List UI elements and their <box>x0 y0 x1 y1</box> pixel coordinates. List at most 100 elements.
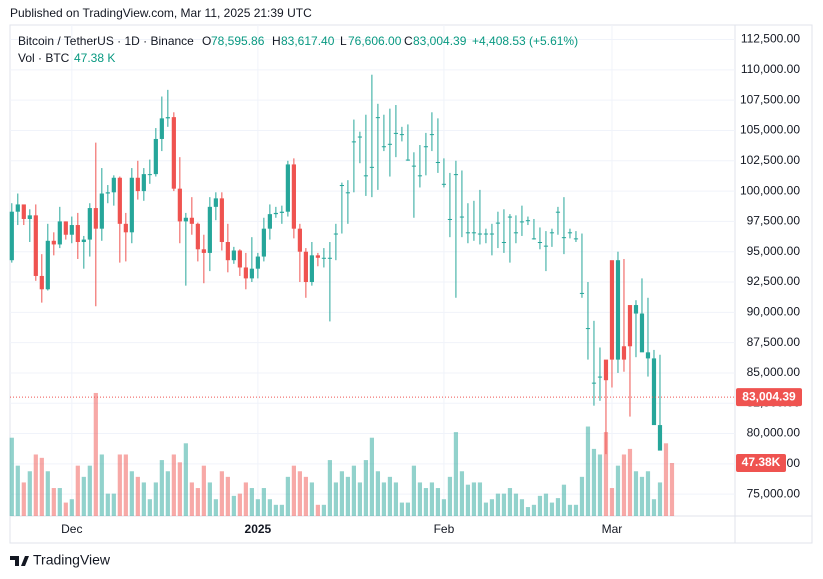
candle-body <box>123 223 128 233</box>
volume-bar <box>513 493 519 516</box>
y-tick-label: 107,500.00 <box>740 92 800 106</box>
chart-frame <box>9 24 813 544</box>
candle-body <box>495 222 501 224</box>
volume-bar <box>441 499 447 516</box>
volume-value: 47.38 K <box>74 51 115 65</box>
volume-bar <box>573 504 579 516</box>
candle-body <box>537 242 543 244</box>
volume-bar <box>543 493 549 516</box>
close-value: 83,004.39 <box>413 34 467 48</box>
volume-bar <box>333 482 338 516</box>
candle-body <box>591 382 597 384</box>
candle-body <box>381 146 387 148</box>
volume-bar <box>369 437 374 516</box>
volume-bar <box>201 465 206 516</box>
candle-body <box>297 228 302 252</box>
volume-bar <box>405 502 411 516</box>
candle-body <box>321 257 326 259</box>
candle-body <box>27 215 32 219</box>
volume-bar <box>9 437 14 516</box>
candle-body <box>333 233 338 235</box>
candle-body <box>33 215 38 276</box>
open-prefix: O <box>202 34 211 48</box>
volume-bar <box>597 454 603 516</box>
candle-body <box>423 146 429 148</box>
volume-bar <box>495 493 501 516</box>
candle-body <box>561 237 567 239</box>
candle-body <box>21 204 26 219</box>
volume-bar <box>447 476 453 516</box>
volume-bar <box>669 463 675 516</box>
candle-body <box>237 250 242 268</box>
candle-body <box>261 228 266 257</box>
volume-bar <box>273 504 278 516</box>
candle-body <box>387 143 393 145</box>
volume-bar <box>105 493 110 516</box>
volume-bar <box>111 493 116 516</box>
volume-bar <box>141 482 146 516</box>
volume-bar <box>249 488 254 516</box>
candle-body <box>627 305 633 347</box>
change-value: +4,408.53 (+5.61%) <box>472 34 578 48</box>
volume-bar <box>285 476 290 516</box>
volume-bar <box>507 488 513 516</box>
y-tick-label: 75,000.00 <box>747 486 801 500</box>
candle-body <box>129 177 134 233</box>
volume-bar <box>603 432 609 516</box>
candle-body <box>99 193 104 229</box>
open-value: 78,595.86 <box>211 34 265 48</box>
volume-bar <box>243 482 248 516</box>
candle-body <box>249 268 254 279</box>
volume-bar <box>45 471 50 516</box>
volume-bar <box>381 482 387 516</box>
candle-body <box>141 174 146 192</box>
volume-bar <box>549 502 555 516</box>
candle-body <box>507 216 513 218</box>
candle-body <box>345 192 350 194</box>
volume-bar <box>129 471 134 516</box>
candle-body <box>75 225 80 243</box>
candle-body <box>657 425 663 451</box>
publish-note: Published on TradingView.com, Mar 11, 20… <box>10 6 312 20</box>
volume-bar <box>525 507 531 516</box>
candle-body <box>603 359 609 381</box>
volume-bar <box>339 471 344 516</box>
candle-body <box>267 214 272 229</box>
volume-bar <box>15 465 20 516</box>
volume-bar <box>393 482 399 516</box>
volume-bar <box>21 482 26 516</box>
candle-body <box>225 242 230 261</box>
volume-bar <box>357 482 362 516</box>
candle-body <box>69 225 74 235</box>
y-tick-label: 95,000.00 <box>747 244 801 258</box>
candle-body <box>651 358 657 426</box>
candle-body <box>279 211 284 213</box>
candle-body <box>405 159 411 161</box>
high-prefix: H <box>272 34 281 48</box>
candle-body <box>57 221 62 245</box>
y-tick-label: 102,500.00 <box>740 153 800 167</box>
volume-bar <box>327 460 332 516</box>
candle-body <box>201 249 206 253</box>
volume-bar <box>87 465 92 516</box>
volume-bar <box>27 471 32 516</box>
volume-bar <box>69 499 74 516</box>
y-tick-label: 105,000.00 <box>740 123 800 137</box>
volume-bar <box>135 476 140 516</box>
volume-bar <box>489 499 495 516</box>
volume-bar <box>99 454 104 516</box>
volume-bar <box>651 499 657 516</box>
volume-bar <box>153 482 158 516</box>
y-tick-label: 110,000.00 <box>741 62 800 76</box>
volume-bar <box>171 454 176 516</box>
candle-body <box>501 242 507 244</box>
x-tick-label: Mar <box>602 522 623 536</box>
volume-bar <box>93 392 98 516</box>
volume-bar <box>219 471 224 516</box>
candle-body <box>573 238 579 240</box>
candle-body <box>309 255 314 283</box>
volume-bar <box>117 454 122 516</box>
volume-bar <box>399 502 405 516</box>
candle-body <box>303 251 308 283</box>
candle-body <box>171 117 176 189</box>
